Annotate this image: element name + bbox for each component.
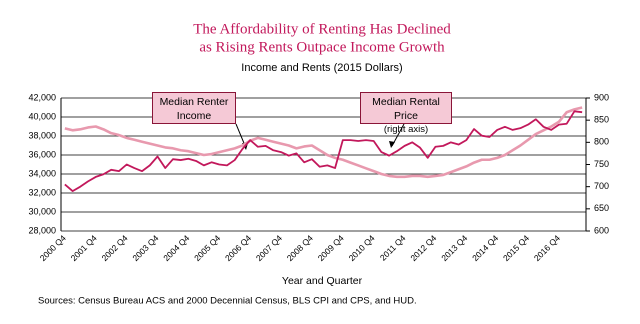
y-tick-label: 28,000 — [28, 225, 56, 235]
chart-subtitle: Income and Rents (2015 Dollars) — [241, 62, 402, 74]
x-tick-label: 2012 Q4 — [408, 233, 438, 263]
y-tick-label: 40,000 — [28, 111, 56, 121]
callout-arrowhead — [389, 141, 395, 148]
x-tick-label: 2001 Q4 — [69, 233, 99, 263]
y-tick-label: 30,000 — [28, 206, 56, 216]
y2-tick-label: 700 — [594, 181, 609, 191]
y2-tick-label: 800 — [594, 137, 609, 147]
legend-label: Median Rental Price — [372, 96, 440, 122]
legend-box: Median Rental Price (right axis) — [360, 92, 452, 135]
x-tick-label: 2006 Q4 — [223, 233, 253, 263]
y2-tick-label: 850 — [594, 115, 609, 125]
y-tick-label: 34,000 — [28, 168, 56, 178]
legend-note: (right axis) — [383, 124, 429, 135]
series-line — [64, 110, 583, 192]
y-tick-label: 38,000 — [28, 130, 56, 140]
x-tick-label: 2000 Q4 — [38, 233, 68, 263]
legend-box: Median Renter Income — [152, 92, 236, 124]
y-tick-label: 32,000 — [28, 187, 56, 197]
y-tick-label: 36,000 — [28, 149, 56, 159]
x-tick-label: 2002 Q4 — [99, 233, 129, 263]
source-note: Sources: Census Bureau ACS and 2000 Dece… — [38, 296, 417, 307]
x-tick-label: 2013 Q4 — [439, 233, 469, 263]
x-tick-label: 2014 Q4 — [470, 233, 500, 263]
x-tick-label: 2003 Q4 — [130, 233, 160, 263]
y2-tick-label: 650 — [594, 203, 609, 213]
y-tick-label: 42,000 — [28, 92, 56, 102]
x-tick-label: 2005 Q4 — [192, 233, 222, 263]
chart-title: The Affordability of Renting Has Decline… — [193, 21, 451, 37]
y2-tick-label: 600 — [594, 225, 609, 235]
x-tick-label: 2015 Q4 — [501, 233, 531, 263]
legend-label: Median Renter Income — [159, 96, 229, 122]
x-tick-label: 2007 Q4 — [254, 233, 284, 263]
x-tick-label: 2008 Q4 — [285, 233, 315, 263]
y2-tick-label: 750 — [594, 159, 609, 169]
series-line — [64, 106, 583, 179]
x-axis-label: Year and Quarter — [282, 275, 363, 287]
x-tick-label: 2009 Q4 — [316, 233, 346, 263]
x-tick-label: 2004 Q4 — [161, 233, 191, 263]
x-tick-label: 2010 Q4 — [347, 233, 377, 263]
y2-tick-label: 900 — [594, 92, 609, 102]
chart-title: as Rising Rents Outpace Income Growth — [199, 39, 445, 55]
x-tick-label: 2011 Q4 — [378, 233, 408, 263]
x-tick-label: 2016 Q4 — [532, 233, 562, 263]
